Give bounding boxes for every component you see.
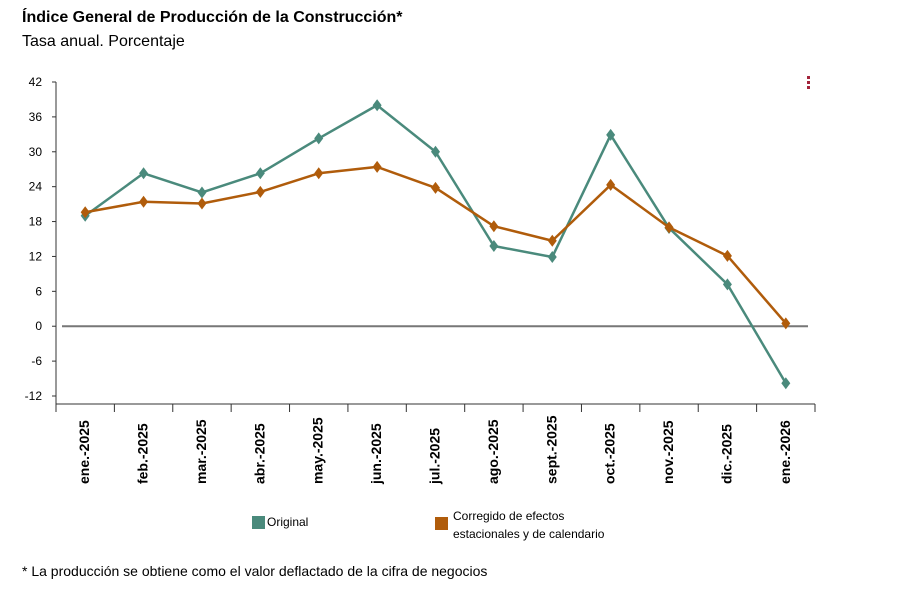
x-tick-label: may.-2025 xyxy=(310,417,326,484)
x-tick-label: jun.-2025 xyxy=(368,423,384,485)
y-tick-label: 12 xyxy=(29,249,43,263)
data-point-corrected xyxy=(80,206,90,219)
x-tick-label: sept.-2025 xyxy=(543,415,559,484)
legend-label-original: Original xyxy=(267,515,309,529)
data-point-original xyxy=(431,145,440,158)
data-point-corrected xyxy=(722,249,732,262)
data-point-corrected xyxy=(489,220,499,233)
x-tick-label: oct.-2025 xyxy=(602,423,618,484)
data-point-original xyxy=(781,377,791,390)
data-point-corrected xyxy=(781,317,791,330)
data-point-original xyxy=(139,167,149,180)
y-tick-label: 18 xyxy=(29,215,43,229)
legend-item-corrected[interactable]: Corregido de efectos estacionales y de c… xyxy=(435,507,623,543)
x-tick-label: ene.-2026 xyxy=(777,420,793,484)
data-point-original xyxy=(197,186,207,199)
y-tick-label: 36 xyxy=(29,110,43,124)
y-tick-label: -6 xyxy=(31,354,42,368)
data-point-corrected xyxy=(606,178,616,191)
y-tick-label: 42 xyxy=(29,75,43,89)
more-vertical-icon[interactable] xyxy=(802,76,814,96)
data-point-corrected xyxy=(314,167,324,180)
x-tick-label: ago.-2025 xyxy=(485,419,501,484)
x-tick-label: abr.-2025 xyxy=(251,423,267,484)
x-tick-label: nov.-2025 xyxy=(660,420,676,484)
x-tick-label: feb.-2025 xyxy=(135,423,151,484)
legend-swatch-original xyxy=(252,516,265,530)
data-point-original xyxy=(722,278,732,291)
data-point-original xyxy=(372,99,382,112)
footnote: * La producción se obtiene como el valor… xyxy=(22,563,488,579)
legend-item-original[interactable]: Original xyxy=(252,515,309,530)
data-point-original xyxy=(314,132,324,145)
data-point-original xyxy=(489,239,499,252)
data-point-corrected xyxy=(372,160,382,173)
y-tick-label: -12 xyxy=(25,389,43,403)
data-point-corrected xyxy=(255,185,265,198)
data-point-original xyxy=(547,251,557,264)
x-tick-label: mar.-2025 xyxy=(193,419,209,484)
y-tick-label: 24 xyxy=(29,180,43,194)
chart-subtitle: Tasa anual. Porcentaje xyxy=(22,33,185,50)
legend-swatch-corrected xyxy=(435,517,448,530)
data-point-corrected xyxy=(547,234,557,247)
x-tick-label: jul.-2025 xyxy=(427,428,443,485)
x-tick-label: dic.-2025 xyxy=(718,424,734,484)
y-tick-label: 6 xyxy=(35,284,42,298)
data-point-original xyxy=(606,128,616,141)
data-point-corrected xyxy=(664,221,674,234)
chart-title: Índice General de Producción de la Const… xyxy=(22,9,403,26)
y-tick-label: 30 xyxy=(29,145,43,159)
data-point-corrected xyxy=(197,197,207,210)
legend-label-corrected: Corregido de efectos estacionales y de c… xyxy=(453,509,605,541)
x-tick-label: ene.-2025 xyxy=(76,420,92,484)
data-point-corrected xyxy=(431,181,440,194)
y-tick-label: 0 xyxy=(35,319,42,333)
data-point-corrected xyxy=(139,195,149,208)
data-point-original xyxy=(255,167,265,180)
